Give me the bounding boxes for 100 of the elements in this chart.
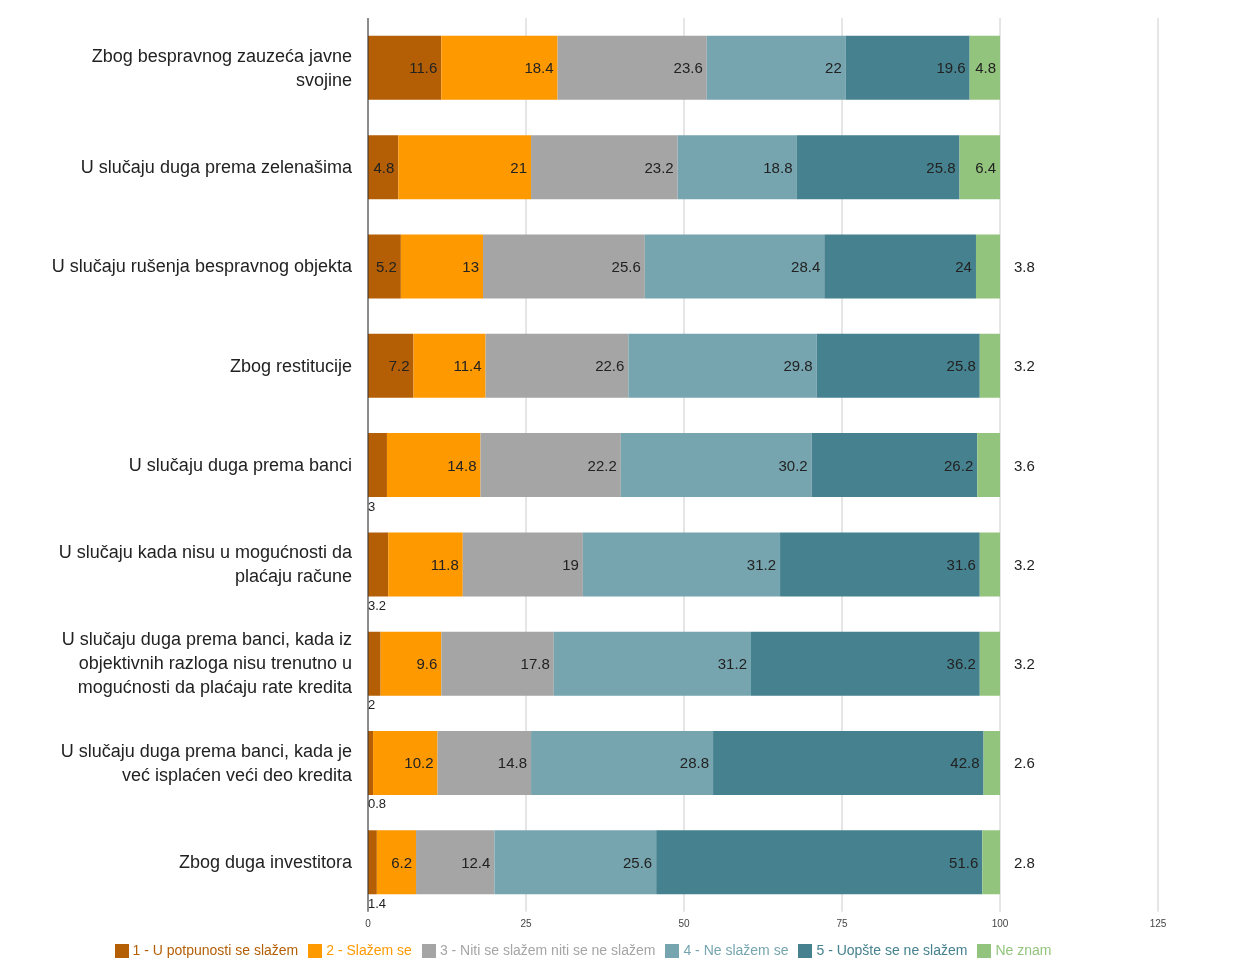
y-tick-label: U slučaju duga prema zelenašima xyxy=(80,156,353,177)
bar xyxy=(485,333,629,398)
x-tick-label: 125 xyxy=(1149,917,1167,929)
bar xyxy=(368,234,401,299)
bar xyxy=(462,532,583,597)
bar xyxy=(416,830,495,895)
data-label: 3.8 xyxy=(1014,257,1035,275)
bar xyxy=(400,234,484,299)
bar xyxy=(531,135,678,200)
legend-label: 4 - Ne slažem se xyxy=(683,941,789,958)
data-label: 11.6 xyxy=(409,59,438,77)
bar xyxy=(677,135,797,200)
legend-label: 5 - Uopšte se ne slažem xyxy=(816,941,968,958)
x-tick-label: 75 xyxy=(836,917,848,929)
bar xyxy=(975,234,1000,299)
bar xyxy=(368,532,389,597)
data-label: 25.8 xyxy=(946,357,976,375)
bar xyxy=(620,433,812,498)
y-tick-label: Zbog duga investitora xyxy=(178,852,353,873)
bar xyxy=(780,532,980,597)
data-label: 5.2 xyxy=(376,257,397,275)
x-tick-label: 0 xyxy=(365,917,372,929)
bar xyxy=(441,631,554,696)
data-label: 2.6 xyxy=(1014,754,1035,772)
data-label: 3.2 xyxy=(1014,357,1035,375)
bar xyxy=(816,333,980,398)
bar xyxy=(706,35,846,100)
bar xyxy=(983,730,1000,795)
data-label: 1.4 xyxy=(368,895,387,911)
data-label: 2.8 xyxy=(1014,853,1035,871)
data-label: 3.2 xyxy=(1014,555,1035,573)
bar xyxy=(628,333,817,398)
data-label: 11.4 xyxy=(453,357,482,375)
bar xyxy=(380,631,442,696)
data-label: 19 xyxy=(562,555,579,573)
y-tick-label: U slučaju duga prema banci, kada iz objektivnih razloga nisu trenutno u mogućnosti da plaćaju rate kredita xyxy=(61,629,353,698)
bar xyxy=(368,830,377,895)
data-label: 13 xyxy=(462,257,480,275)
bar xyxy=(656,830,983,895)
bar xyxy=(811,433,978,498)
y-tick-label: Zbog bespravnog zauzeća javne svojine xyxy=(91,45,352,90)
data-label: 22.2 xyxy=(587,456,617,474)
bar xyxy=(368,433,387,498)
bar xyxy=(959,135,1000,200)
data-label: 51.6 xyxy=(949,853,979,871)
bar xyxy=(979,333,1000,398)
data-label: 3 xyxy=(368,498,376,514)
data-label: 7.2 xyxy=(388,357,410,375)
data-label: 3.2 xyxy=(368,597,387,613)
legend-label: 3 - Niti se slažem niti se ne slažem xyxy=(439,941,656,958)
y-tick-label: U slučaju kada nisu u mogućnosti da plaćaju račune xyxy=(58,542,353,587)
bar xyxy=(796,135,960,200)
data-label: 42.8 xyxy=(950,754,980,772)
data-label: 21 xyxy=(510,158,528,176)
bar xyxy=(368,631,381,696)
data-label: 26.2 xyxy=(944,456,974,474)
y-tick-label: U slučaju rušenja bespravnog objekta xyxy=(51,256,353,277)
data-label: 31.2 xyxy=(746,555,777,573)
bar xyxy=(376,830,417,895)
data-label: 30.2 xyxy=(778,456,808,474)
bar xyxy=(413,333,486,398)
legend-label: 1 - U potpunosti se slažem xyxy=(132,941,299,958)
data-label: 12.4 xyxy=(461,853,491,871)
data-label: 4.8 xyxy=(975,59,996,77)
y-tick-label: U slučaju duga prema banci xyxy=(128,454,352,475)
data-label: 14.8 xyxy=(497,754,528,772)
data-label: 0.8 xyxy=(368,796,387,812)
data-label: 3.2 xyxy=(1014,655,1035,673)
data-label: 6.2 xyxy=(391,853,413,871)
data-label: 14.8 xyxy=(447,456,477,474)
bar xyxy=(557,35,707,100)
bar xyxy=(368,35,442,100)
bar xyxy=(644,234,825,299)
bar xyxy=(582,532,781,597)
data-label: 18.8 xyxy=(763,158,793,176)
data-label: 4.8 xyxy=(373,158,395,176)
bar xyxy=(437,730,532,795)
data-label: 36.2 xyxy=(946,655,976,673)
bar xyxy=(388,532,463,597)
data-label: 6.4 xyxy=(975,158,996,176)
bar xyxy=(979,631,1000,696)
bar xyxy=(750,631,980,696)
bar xyxy=(494,830,657,895)
legend-label: Ne znam xyxy=(995,941,1052,958)
x-tick-label: 25 xyxy=(520,917,532,929)
data-label: 31.6 xyxy=(946,555,976,573)
data-label: 17.8 xyxy=(520,655,550,673)
legend-label: 2 - Slažem se xyxy=(326,941,412,958)
data-label: 22.6 xyxy=(595,357,625,375)
data-label: 25.6 xyxy=(622,853,653,871)
data-label: 25.6 xyxy=(611,257,641,275)
data-label: 23.6 xyxy=(673,59,703,77)
x-tick-label: 100 xyxy=(991,917,1009,929)
bar xyxy=(398,135,532,200)
data-label: 2 xyxy=(368,697,376,713)
bar xyxy=(553,631,751,696)
bar xyxy=(531,730,714,795)
data-label: 10.2 xyxy=(404,754,434,772)
bar xyxy=(441,35,558,100)
data-label: 18.4 xyxy=(524,59,554,77)
